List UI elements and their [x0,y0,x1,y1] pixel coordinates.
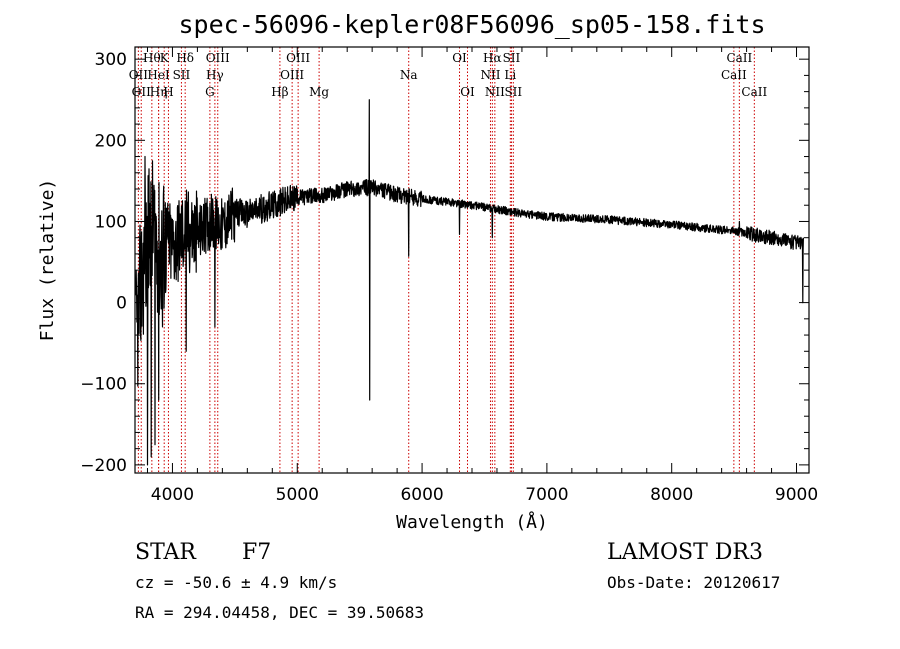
plot-frame [134,46,810,474]
redshift-text: cz = -50.6 ± 4.9 km/s [135,573,338,592]
line-label-7: SII [173,68,191,82]
line-label-1: OII [132,85,152,99]
y-tick-label-5: 300 [95,50,127,70]
x-tick-label-5: 9000 [775,485,818,505]
spectral-line-markers [137,47,755,473]
y-axis-label: Flux (relative) [37,179,58,342]
obs-date-text: Obs-Date: 20120617 [607,573,781,592]
x-tick-label-3: 7000 [525,485,568,505]
line-label-9: G [205,85,215,99]
y-tick-label-2: 0 [116,294,127,314]
line-label-14: OIII [286,51,310,65]
line-label-20: Hα [483,51,502,65]
line-label-10: Hγ [206,68,224,82]
y-tick-label-3: 100 [95,212,127,232]
line-label-2: Hθ [143,51,161,65]
line-label-22: Li [504,68,516,82]
chart-title: spec-56096-kepler08F56096_sp05-158.fits [179,10,766,39]
y-axis-ticks: −200 −100 0 100 200 300 [80,50,809,476]
line-label-21: NII [485,85,505,99]
line-label-15: Mg [309,85,329,99]
coordinates-text: RA = 294.04458, DEC = 39.50683 [135,603,424,622]
line-label-24: SII [504,85,522,99]
line-label-26: CaII [726,51,752,65]
line-label-17: OI [452,51,467,65]
x-axis-label: Wavelength (Å) [396,511,548,533]
survey-name: LAMOST DR3 [607,540,763,565]
line-label-11: OIII [206,51,230,65]
line-label-27: CaII [741,85,767,99]
y-tick-label-0: −200 [80,456,127,476]
line-label-13: OIII [280,68,304,82]
line-label-25: CaII [721,68,747,82]
line-label-16: Na [400,68,418,82]
line-label-23: SII [503,51,521,65]
spectrum-line [135,99,804,466]
line-label-19: NII [480,68,500,82]
line-label-18: OI [460,85,475,99]
x-axis-ticks: 4000 5000 6000 7000 8000 9000 [146,47,818,505]
x-tick-label-4: 8000 [650,485,693,505]
line-label-3: Hη [150,85,168,99]
line-label-5: K [160,51,170,65]
x-tick-label-2: 6000 [400,485,443,505]
x-tick-label-0: 4000 [151,485,194,505]
line-label-4: HeI [147,68,170,82]
y-tick-label-4: 200 [95,131,127,151]
y-tick-label-1: −100 [80,375,127,395]
line-label-12: Hβ [271,85,288,99]
object-class: STAR [135,540,196,565]
spectral-line-labels: OIIOIIHθHηHeIKHSIIHδGHγOIIIHβOIIIOIIIMgN… [129,51,768,99]
line-label-8: Hδ [176,51,194,65]
object-subclass: F7 [242,540,272,565]
line-label-6: H [163,85,173,99]
x-tick-label-1: 5000 [276,485,319,505]
